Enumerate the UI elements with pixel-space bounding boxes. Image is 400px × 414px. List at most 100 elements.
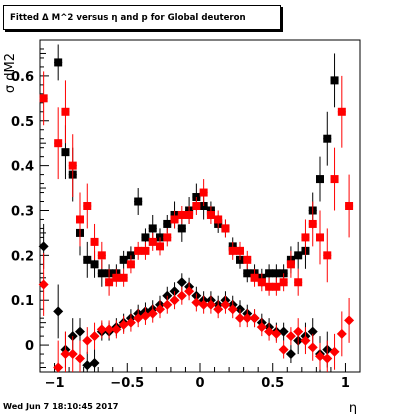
data-point-square	[54, 58, 63, 67]
data-point-square	[68, 161, 77, 170]
data-point-square	[330, 76, 339, 85]
data-point-square	[119, 255, 128, 264]
data-point-square	[286, 260, 295, 269]
data-point-diamond	[140, 310, 151, 321]
data-point-diamond	[315, 351, 325, 362]
data-point-diamond	[169, 295, 180, 306]
chart-title-box: Fitted Δ M^2 versus η and p for Global d…	[3, 5, 281, 30]
x-tick-label: 0.5	[261, 376, 284, 391]
data-point-square	[272, 282, 281, 291]
data-point-diamond	[242, 313, 253, 324]
data-point-diamond	[300, 335, 311, 346]
data-point-square	[61, 107, 70, 116]
data-point-square	[177, 210, 186, 219]
data-point-square	[323, 251, 332, 260]
data-point-diamond	[111, 324, 122, 335]
data-point-diamond	[278, 344, 289, 355]
x-axis-title: η	[349, 401, 357, 414]
data-point-square	[141, 246, 150, 255]
data-point-square	[236, 246, 244, 255]
data-point-square	[148, 237, 157, 246]
data-point-diamond	[198, 299, 209, 310]
data-point-square	[265, 269, 274, 278]
data-point-square	[39, 94, 48, 103]
data-point-square	[308, 219, 317, 228]
data-point-square	[97, 269, 106, 278]
data-point-square	[323, 134, 332, 143]
data-point-diamond	[249, 313, 260, 324]
data-point-diamond	[133, 313, 144, 324]
data-point-square	[141, 233, 150, 242]
data-point-square	[126, 260, 135, 269]
data-point-square	[119, 273, 128, 282]
data-point-square	[345, 202, 354, 210]
data-point-diamond	[329, 346, 340, 357]
data-point-diamond	[256, 322, 267, 333]
data-point-square	[76, 215, 84, 224]
data-point-diamond	[75, 326, 85, 337]
series-0	[54, 44, 339, 287]
data-point-square	[90, 237, 99, 246]
data-point-diamond	[184, 286, 195, 297]
data-point-diamond	[227, 304, 238, 315]
data-point-square	[170, 215, 179, 224]
data-point-diamond	[125, 317, 136, 328]
y-tick-label: 0.2	[11, 249, 34, 264]
data-point-diamond	[213, 304, 224, 315]
x-tick-label: −0.5	[110, 376, 144, 391]
data-point-diamond	[38, 241, 49, 252]
data-point-diamond	[278, 326, 289, 337]
data-point-square	[148, 224, 157, 233]
data-point-square	[192, 202, 201, 210]
chart-title: Fitted Δ M^2 versus η and p for Global d…	[10, 13, 246, 23]
data-point-square	[134, 246, 143, 255]
data-point-diamond	[53, 306, 64, 317]
data-point-diamond	[235, 313, 245, 324]
data-point-diamond	[147, 308, 158, 319]
data-point-square	[156, 242, 164, 251]
data-point-square	[279, 278, 288, 287]
data-point-square	[301, 233, 310, 242]
data-point-diamond	[96, 324, 107, 335]
data-point-square	[228, 246, 237, 255]
data-point-diamond	[60, 349, 71, 360]
data-point-square	[294, 278, 303, 287]
data-point-square	[97, 251, 106, 260]
data-point-diamond	[307, 326, 318, 337]
data-point-diamond	[191, 297, 202, 308]
data-point-square	[337, 107, 346, 116]
y-tick-label: 0.4	[11, 160, 34, 175]
timestamp: Wed Jun 7 18:10:45 2017	[3, 401, 119, 411]
data-point-diamond	[322, 353, 333, 364]
data-point-square	[206, 210, 215, 219]
data-point-square	[134, 197, 143, 206]
data-point-diamond	[307, 342, 318, 353]
series-3	[38, 253, 355, 373]
data-point-diamond	[264, 326, 275, 337]
data-point-square	[243, 269, 252, 278]
data-point-square	[83, 202, 92, 210]
data-point-square	[163, 233, 172, 242]
data-point-square	[90, 260, 99, 269]
y-tick-label: 0	[25, 339, 34, 354]
data-point-square	[83, 255, 92, 264]
data-point-square	[105, 278, 114, 287]
y-axis-title: σ dM2	[3, 53, 18, 93]
data-point-diamond	[220, 299, 231, 310]
data-point-square	[316, 233, 324, 242]
data-point-square	[316, 175, 324, 184]
data-point-square	[257, 278, 266, 287]
x-tick-label: 0	[195, 376, 204, 391]
data-point-diamond	[89, 331, 100, 342]
data-point-diamond	[271, 328, 282, 339]
data-point-square	[61, 148, 70, 157]
x-tick-label: −1	[45, 376, 65, 391]
data-point-square	[214, 215, 223, 224]
data-point-diamond	[162, 299, 173, 310]
data-point-diamond	[293, 326, 304, 337]
data-point-square	[294, 251, 303, 260]
data-point-diamond	[118, 319, 129, 330]
data-point-diamond	[205, 299, 216, 310]
data-point-diamond	[176, 277, 187, 288]
